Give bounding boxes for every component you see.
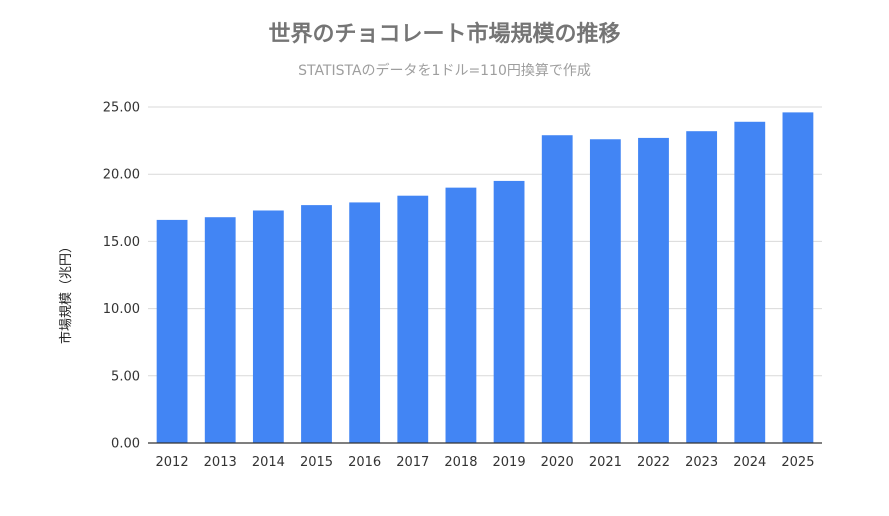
bar bbox=[541, 135, 573, 443]
x-tick-label: 2020 bbox=[541, 455, 574, 470]
y-tick-label: 25.00 bbox=[103, 101, 140, 116]
y-axis-title: 市場規模（兆円） bbox=[58, 240, 74, 344]
bar bbox=[301, 205, 332, 443]
x-tick-label: 2017 bbox=[396, 455, 429, 470]
x-tick-label: 2024 bbox=[733, 455, 766, 470]
y-tick-label: 10.00 bbox=[103, 302, 140, 317]
bar bbox=[589, 139, 621, 443]
bars bbox=[156, 112, 814, 444]
x-tick-label: 2023 bbox=[685, 455, 718, 470]
chart-subtitle: STATISTAのデータを1ドル=110円換算で作成 bbox=[298, 63, 591, 79]
bar bbox=[156, 219, 188, 443]
bar bbox=[686, 131, 718, 443]
bar bbox=[782, 112, 814, 443]
chart-title: 世界のチョコレート市場規模の推移 bbox=[268, 22, 621, 47]
x-tick-label: 2025 bbox=[781, 455, 814, 470]
x-tick-label: 2016 bbox=[348, 455, 381, 470]
x-tick-label: 2015 bbox=[300, 455, 333, 470]
x-tick-label: 2018 bbox=[444, 455, 477, 470]
gridlines bbox=[148, 106, 822, 377]
x-tick-label: 2022 bbox=[637, 455, 670, 470]
x-tick-label: 2014 bbox=[252, 455, 285, 470]
y-tick-label: 20.00 bbox=[103, 168, 140, 183]
bar bbox=[734, 121, 766, 443]
x-tick-label: 2019 bbox=[493, 455, 526, 470]
bar bbox=[349, 202, 381, 443]
x-tick-label: 2021 bbox=[589, 455, 622, 470]
x-tick-label: 2012 bbox=[156, 455, 189, 470]
bar bbox=[204, 217, 236, 443]
y-tick-label: 5.00 bbox=[111, 369, 140, 384]
y-tick-label: 0.00 bbox=[111, 437, 140, 452]
bar bbox=[638, 137, 669, 443]
axes: 0.00 5.00 10.00 15.00 20.00 25.00 2012 2013 2014… bbox=[103, 101, 822, 470]
x-tick-label: 2013 bbox=[204, 455, 237, 470]
bar bbox=[252, 210, 284, 443]
bar bbox=[493, 180, 525, 444]
y-tick-label: 15.00 bbox=[103, 235, 140, 250]
bar bbox=[445, 187, 477, 443]
bar bbox=[397, 195, 429, 443]
